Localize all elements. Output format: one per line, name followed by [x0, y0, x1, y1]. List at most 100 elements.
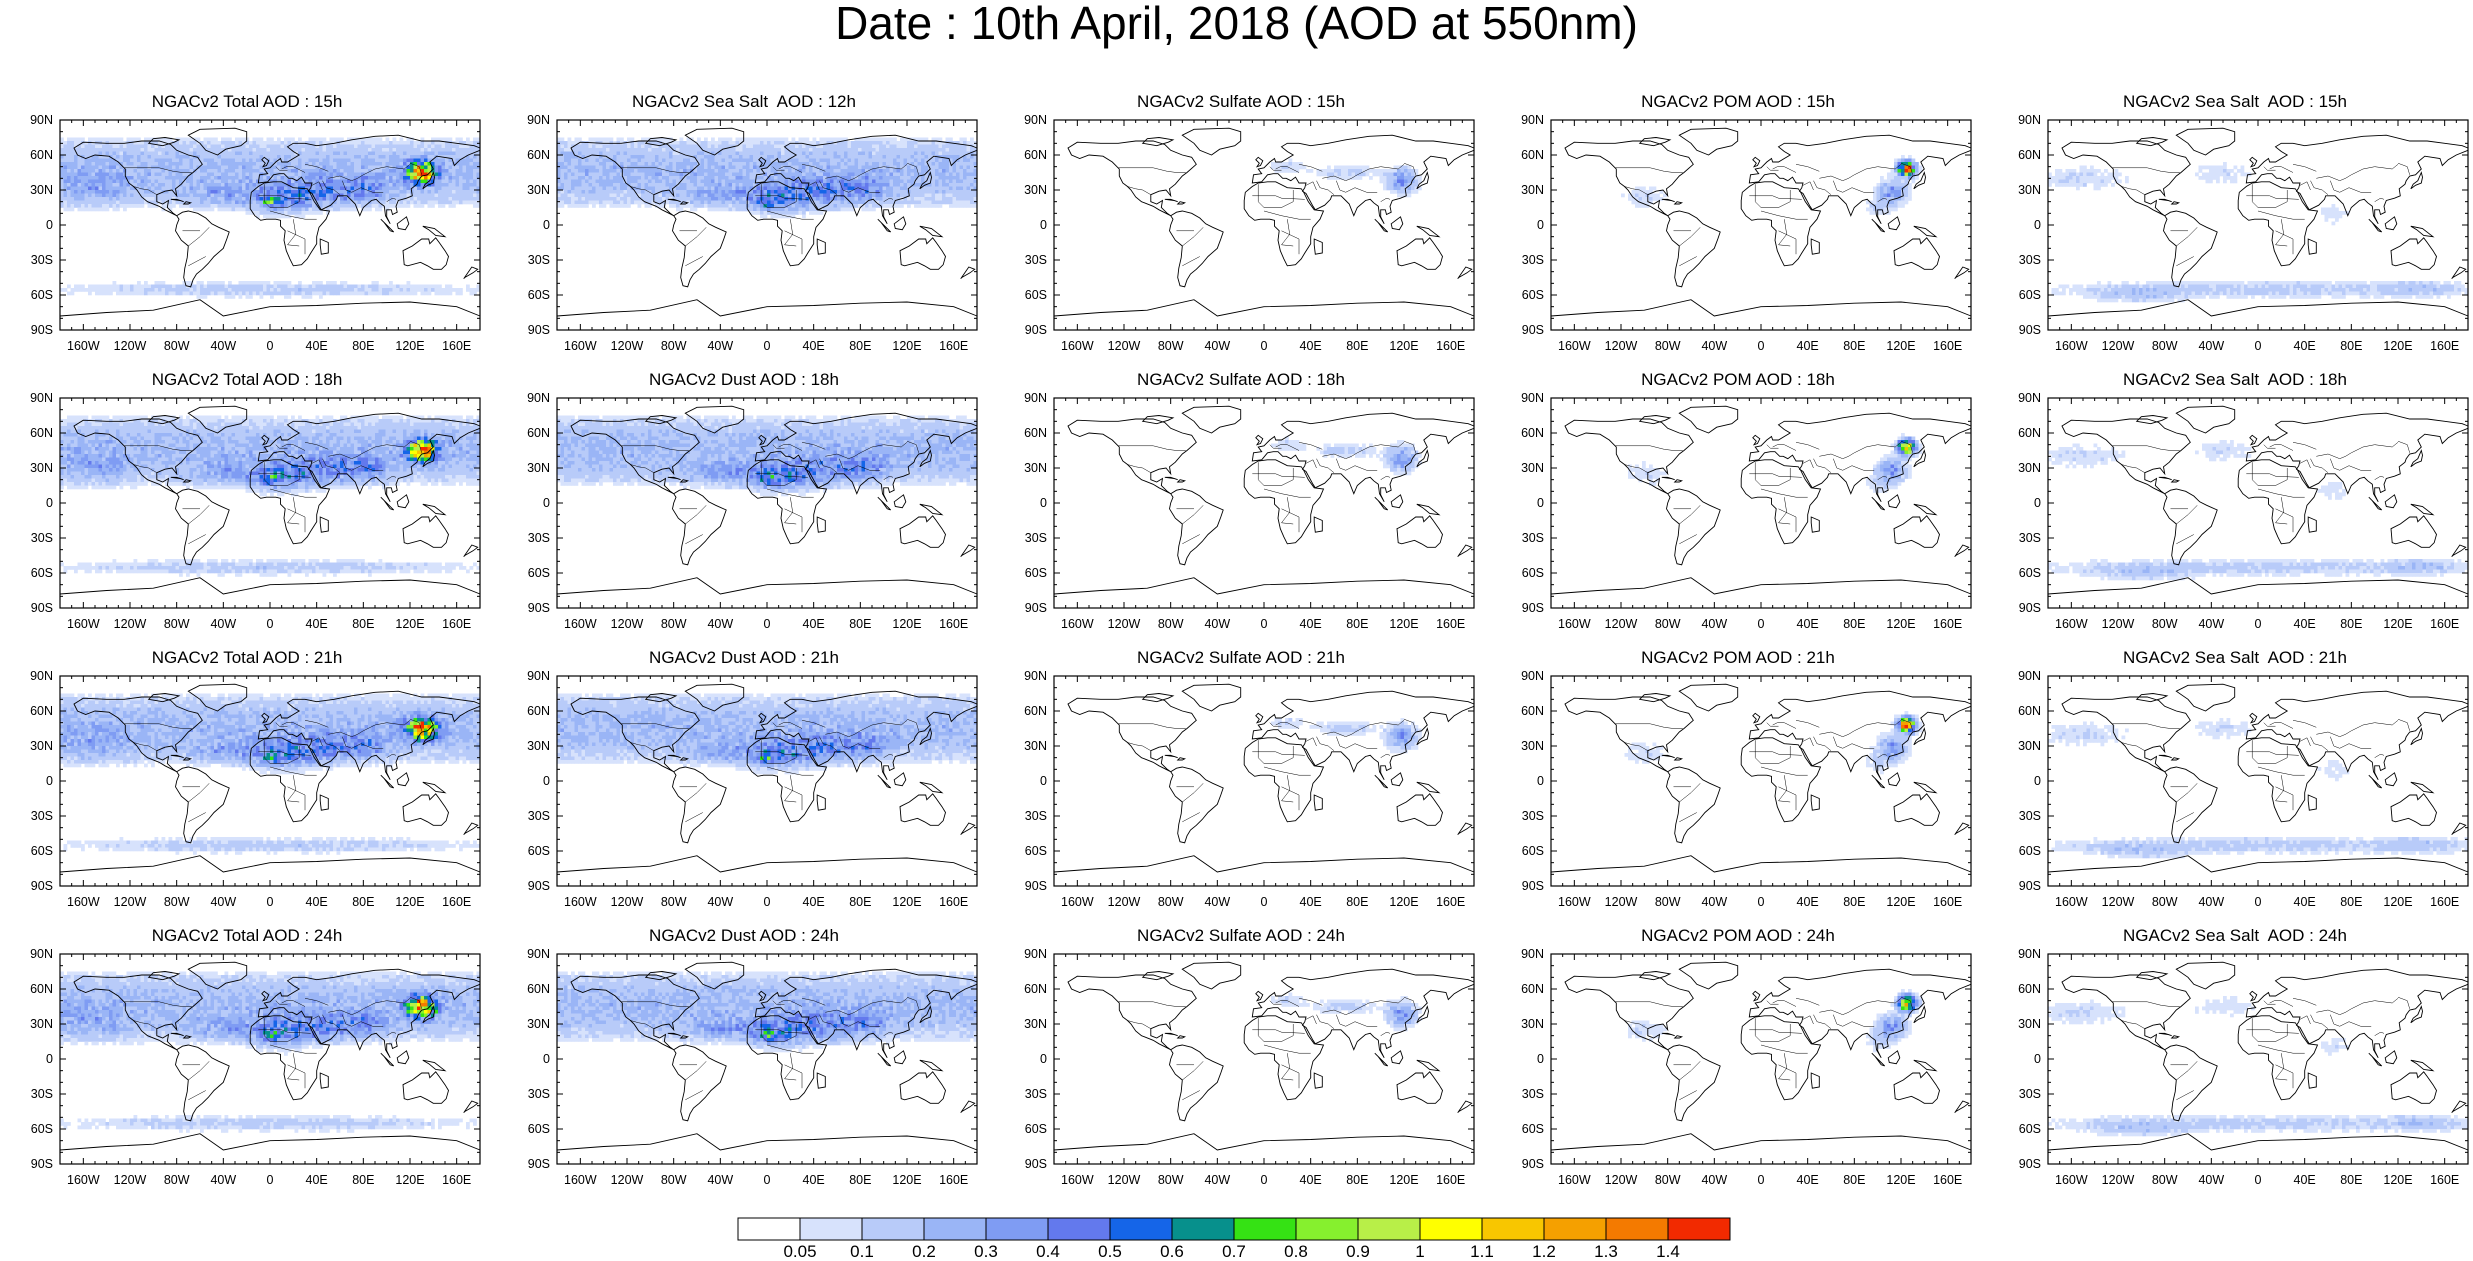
map-plot: 90N 60N 30N 0 30S 60S 90S 160W 120W 80W 40W 0 40E 80E…: [1024, 391, 1475, 631]
coastlines: [1053, 127, 1475, 317]
antarctica-coast: [1550, 577, 1972, 595]
map-panel: NGACv2 Total AOD : 15h 90N 60N 30N 0 30S 60S 90…: [12, 92, 482, 353]
colorbar-swatch: [1295, 1217, 1359, 1241]
lon-tick-label: 80W: [1158, 895, 1184, 909]
lon-tick-label: 40E: [803, 617, 825, 631]
lat-tick-label: 30S: [1522, 253, 1544, 267]
panel-title: NGACv2 Sea Salt AOD : 15h: [2000, 92, 2470, 112]
axis-ticks: [1053, 397, 1475, 609]
lon-tick-label: 120E: [892, 1173, 921, 1187]
lon-tick-label: 120W: [114, 617, 147, 631]
lon-tick-label: 40W: [1204, 617, 1230, 631]
lat-tick-label: 90N: [1521, 669, 1544, 683]
map-plot: 90N 60N 30N 0 30S 60S 90S 160W 120W 80W 40W 0 40E 80E…: [1024, 113, 1475, 353]
aod-field: [60, 137, 481, 299]
lat-tick-label: 60S: [528, 844, 550, 858]
map-plot: 90N 60N 30N 0 30S 60S 90S 160W 120W 80W 40W 0 40E 80E…: [1024, 669, 1475, 909]
figure-title: Date : 10th April, 2018 (AOD at 550nm): [0, 0, 2473, 46]
colorbar-label: 0.1: [850, 1242, 874, 1261]
lat-tick-label: 30N: [527, 183, 550, 197]
panel-title: NGACv2 Sea Salt AOD : 21h: [2000, 648, 2470, 668]
map-panel: NGACv2 Sulfate AOD : 15h 90N 60N 30N 0 30S 60S…: [1006, 92, 1476, 353]
lat-tick-label: 90N: [1024, 947, 1047, 961]
lon-tick-label: 40W: [707, 339, 733, 353]
lon-tick-label: 40E: [1300, 895, 1322, 909]
lon-tick-label: 80E: [1843, 617, 1865, 631]
lat-tick-label: 30N: [2018, 183, 2041, 197]
lon-tick-label: 40W: [707, 1173, 733, 1187]
lon-tick-label: 80E: [849, 1173, 871, 1187]
lon-tick-label: 0: [764, 895, 771, 909]
map-background: [1054, 120, 1474, 330]
lat-tick-label: 90N: [2018, 113, 2041, 127]
lon-tick-label: 40W: [1701, 1173, 1727, 1187]
panel-title: NGACv2 Total AOD : 24h: [12, 926, 482, 946]
lon-tick-label: 120E: [1886, 895, 1915, 909]
lat-tick-label: 0: [46, 218, 53, 232]
lon-tick-label: 160W: [1061, 1173, 1094, 1187]
colorbar-label: 1: [1415, 1242, 1424, 1261]
lon-tick-label: 80E: [849, 617, 871, 631]
lon-tick-label: 80E: [1843, 339, 1865, 353]
lon-tick-label: 40W: [210, 1173, 236, 1187]
lon-tick-label: 160E: [2430, 339, 2459, 353]
lon-tick-label: 40E: [1797, 617, 1819, 631]
colorbar-label: 0.5: [1098, 1242, 1122, 1261]
lon-tick-label: 0: [1758, 1173, 1765, 1187]
lat-tick-label: 90N: [527, 947, 550, 961]
lat-tick-label: 90S: [31, 323, 53, 337]
lat-tick-label: 90S: [528, 1157, 550, 1171]
map-plot: 90N 60N 30N 0 30S 60S 90S 160W 120W 80W 40W 0 40E 80E…: [2018, 113, 2469, 353]
lat-tick-label: 90S: [1522, 1157, 1544, 1171]
map-background: [1551, 676, 1971, 886]
lat-tick-label: 0: [543, 496, 550, 510]
map-plot: 90N 60N 30N 0 30S 60S 90S 160W 120W 80W 40W 0 40E 80E…: [30, 947, 481, 1187]
lon-tick-label: 40W: [2198, 1173, 2224, 1187]
axis-ticks: [556, 953, 978, 1165]
colorbar-swatch: [737, 1217, 801, 1241]
aod-field: [2048, 440, 2469, 581]
lon-tick-label: 80E: [2340, 1173, 2362, 1187]
lon-tick-label: 120W: [611, 1173, 644, 1187]
lon-tick-label: 40W: [1701, 617, 1727, 631]
lon-tick-label: 80E: [2340, 895, 2362, 909]
lat-tick-label: 90N: [527, 391, 550, 405]
coastlines: [1550, 405, 1972, 595]
lon-tick-label: 0: [1758, 895, 1765, 909]
panel-title: NGACv2 Dust AOD : 24h: [509, 926, 979, 946]
lat-tick-label: 60N: [30, 426, 53, 440]
map-plot: 90N 60N 30N 0 30S 60S 90S 160W 120W 80W 40W 0 40E 80E…: [527, 391, 978, 631]
axis-ticks: [556, 675, 978, 887]
panel-title: NGACv2 Total AOD : 18h: [12, 370, 482, 390]
lat-tick-label: 0: [2034, 1052, 2041, 1066]
panel-title: NGACv2 Sulfate AOD : 21h: [1006, 648, 1476, 668]
lat-tick-label: 30S: [1522, 1087, 1544, 1101]
lat-tick-label: 60N: [30, 704, 53, 718]
lon-tick-label: 80W: [1655, 1173, 1681, 1187]
lon-tick-label: 40W: [1701, 339, 1727, 353]
lon-tick-label: 80W: [2152, 895, 2178, 909]
lon-tick-label: 80W: [1158, 617, 1184, 631]
colorbar-label: 1.1: [1470, 1242, 1494, 1261]
lon-tick-label: 120E: [892, 895, 921, 909]
lon-tick-label: 120W: [2102, 895, 2135, 909]
antarctica-coast: [556, 299, 978, 317]
lon-tick-label: 40E: [803, 339, 825, 353]
colorbar-label: 0.05: [783, 1242, 816, 1261]
lon-tick-label: 160E: [939, 1173, 968, 1187]
lat-tick-label: 30N: [1024, 461, 1047, 475]
lat-tick-label: 90N: [527, 113, 550, 127]
antarctica-coast: [1550, 299, 1972, 317]
aod-field: [2048, 162, 2469, 303]
coastlines: [556, 683, 978, 873]
coastlines: [556, 127, 978, 317]
colorbar-swatch: [1667, 1217, 1731, 1241]
lat-tick-label: 90N: [2018, 669, 2041, 683]
panel-title: NGACv2 POM AOD : 24h: [1503, 926, 1973, 946]
lat-tick-label: 30N: [1521, 1017, 1544, 1031]
lat-tick-label: 30N: [30, 1017, 53, 1031]
coastlines: [1053, 683, 1475, 873]
lat-tick-label: 30S: [31, 531, 53, 545]
colorbar-swatch: [923, 1217, 987, 1241]
lon-tick-label: 120W: [114, 1173, 147, 1187]
